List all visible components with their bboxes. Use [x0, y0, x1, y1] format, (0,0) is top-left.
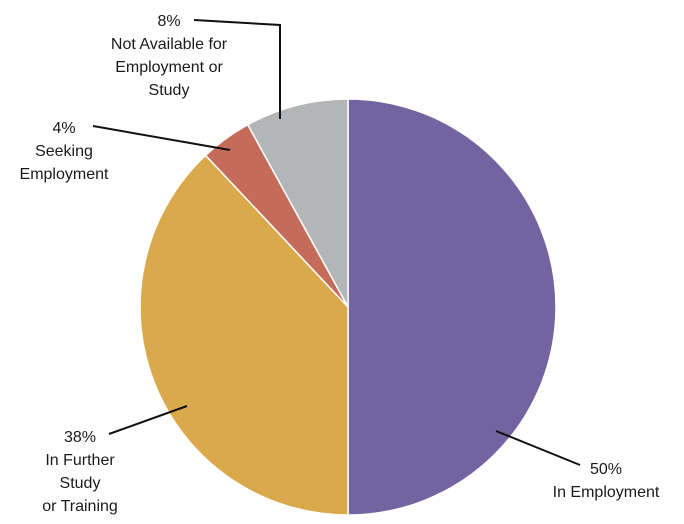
slice-labels: 50% In Employment 38% In Further Study or Tra…: [20, 13, 660, 515]
slice-name-line-1-3: or Training: [42, 498, 118, 515]
leader-lines: [92, 19, 581, 466]
slice-percent-1: 38%: [64, 429, 96, 446]
slice-name-line-3-1: Not Available for: [111, 36, 228, 53]
pie-slices: [139, 98, 557, 516]
leader-line-3: [193, 19, 281, 119]
pie-slice-1: [139, 154, 349, 516]
slice-label-1: 38% In Further Study or Training: [42, 429, 118, 515]
leader-line-0: [495, 430, 581, 466]
leader-line-1: [108, 405, 188, 435]
pie-slice-3: [246, 98, 349, 308]
slice-name-line-2-2: Employment: [20, 166, 109, 183]
slice-percent-3: 8%: [157, 13, 180, 30]
slice-name-line-1-2: Study: [60, 475, 101, 492]
slice-name-line-3-3: Study: [149, 82, 190, 99]
pie-slice-0: [347, 98, 557, 516]
slice-name-line-0-1: In Employment: [553, 484, 660, 501]
slice-name-line-2-1: Seeking: [35, 143, 93, 160]
leader-line-2: [92, 125, 231, 151]
slice-name-line-1-1: In Further: [45, 452, 115, 469]
slice-label-2: 4% Seeking Employment: [20, 120, 109, 183]
slice-label-0: 50% In Employment: [553, 461, 660, 501]
slice-label-3: 8% Not Available for Employment or Study: [111, 13, 228, 99]
slice-percent-2: 4%: [52, 120, 75, 137]
slice-name-line-3-2: Employment or: [115, 59, 223, 76]
slice-percent-0: 50%: [590, 461, 622, 478]
